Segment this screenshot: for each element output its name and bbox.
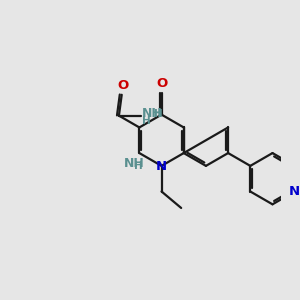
Text: N: N bbox=[289, 185, 300, 198]
Text: O: O bbox=[156, 77, 167, 90]
Text: NH: NH bbox=[123, 157, 144, 170]
Text: H: H bbox=[142, 116, 151, 126]
Text: NH: NH bbox=[142, 107, 163, 120]
Text: H: H bbox=[134, 160, 143, 170]
Text: N: N bbox=[156, 160, 167, 173]
Text: H: H bbox=[154, 109, 163, 119]
Text: O: O bbox=[118, 79, 129, 92]
